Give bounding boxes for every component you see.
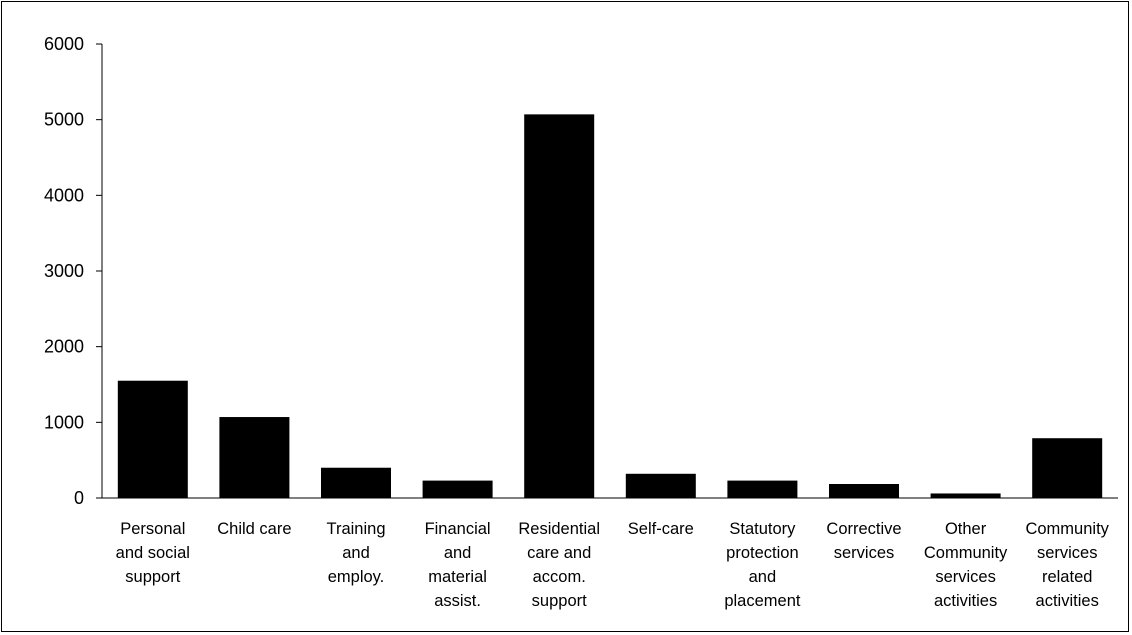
bar bbox=[219, 417, 290, 498]
y-tick-label: 3000 bbox=[44, 261, 84, 281]
bar bbox=[625, 473, 696, 498]
bar bbox=[727, 480, 798, 498]
x-tick-label: Corrective services bbox=[826, 520, 901, 562]
y-tick-label: 1000 bbox=[44, 412, 84, 432]
x-tick-label: Child care bbox=[217, 520, 291, 538]
y-tick-label: 5000 bbox=[44, 110, 84, 130]
bar bbox=[930, 493, 1001, 498]
y-tick-label: 0 bbox=[74, 488, 84, 508]
bar bbox=[422, 480, 493, 498]
bar bbox=[117, 380, 188, 498]
x-axis-labels: Personal and social support Child care Train… bbox=[116, 520, 1110, 610]
y-axis-ticks: 0 1000 2000 3000 4000 5000 6000 bbox=[44, 34, 102, 508]
x-tick-label: Training and employ. bbox=[327, 520, 386, 586]
bar bbox=[829, 484, 899, 498]
x-tick-label: Community services related activities bbox=[1025, 520, 1109, 610]
x-tick-label: Residential care and accom. support bbox=[518, 520, 600, 610]
x-tick-label: Personal and social support bbox=[116, 520, 190, 586]
x-tick-label: Self-care bbox=[628, 520, 694, 538]
bar bbox=[1032, 438, 1103, 498]
y-tick-label: 4000 bbox=[44, 185, 84, 205]
bar bbox=[524, 114, 595, 499]
bars bbox=[117, 114, 1103, 499]
x-tick-label: Other Community services activities bbox=[924, 520, 1008, 610]
x-tick-label: Financial and material assist. bbox=[425, 520, 491, 610]
bar bbox=[321, 467, 391, 498]
y-tick-label: 6000 bbox=[44, 34, 84, 54]
y-tick-label: 2000 bbox=[44, 337, 84, 357]
x-tick-label: Statutory protection and placement bbox=[724, 520, 801, 610]
